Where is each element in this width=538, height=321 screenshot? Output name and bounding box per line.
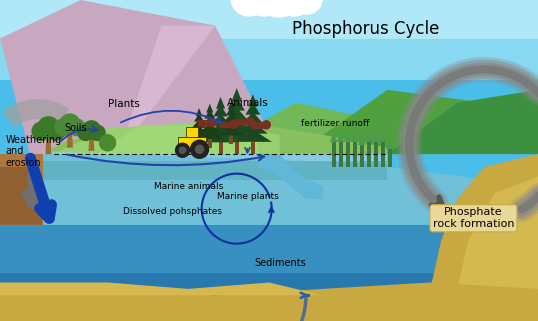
Polygon shape [202,131,239,143]
Polygon shape [218,143,223,154]
Circle shape [262,121,270,129]
Polygon shape [358,141,365,149]
Polygon shape [387,90,538,154]
Polygon shape [365,137,372,145]
Polygon shape [345,152,350,167]
Polygon shape [197,120,213,126]
Polygon shape [0,0,538,39]
Polygon shape [331,149,336,167]
Text: Sediments: Sediments [254,258,306,268]
Polygon shape [0,282,538,321]
Polygon shape [2,99,69,127]
Polygon shape [229,135,233,144]
Polygon shape [216,127,258,141]
Circle shape [179,147,186,153]
Polygon shape [0,225,538,273]
Circle shape [60,114,80,134]
Text: Phosphorus Cycle: Phosphorus Cycle [292,20,440,38]
Text: Dissolved pohsphates: Dissolved pohsphates [123,207,222,216]
Text: Weathering
and
erosion: Weathering and erosion [5,135,62,168]
Polygon shape [330,141,337,149]
Text: Animals: Animals [226,98,268,108]
Polygon shape [379,134,387,142]
Polygon shape [221,120,242,129]
Circle shape [231,0,267,16]
Polygon shape [0,122,387,154]
Polygon shape [194,113,204,122]
Circle shape [230,120,238,128]
Polygon shape [43,160,387,180]
Polygon shape [206,123,235,134]
Circle shape [254,0,304,17]
Polygon shape [223,113,239,122]
Polygon shape [387,142,392,167]
Polygon shape [373,149,378,167]
Polygon shape [178,137,206,149]
Polygon shape [118,26,215,154]
Polygon shape [231,88,242,101]
Circle shape [246,117,254,126]
Polygon shape [204,103,457,154]
Circle shape [78,125,93,141]
Text: Soils: Soils [64,123,87,133]
Polygon shape [0,154,538,225]
Polygon shape [380,142,385,167]
Polygon shape [351,134,358,142]
Polygon shape [208,139,212,148]
Polygon shape [43,151,387,164]
Polygon shape [67,132,73,148]
Polygon shape [196,108,202,116]
Polygon shape [214,105,228,117]
Circle shape [38,117,59,138]
Polygon shape [88,137,95,151]
Circle shape [82,121,101,139]
Polygon shape [344,144,351,152]
Circle shape [175,143,189,157]
Text: Plants: Plants [108,99,140,109]
Polygon shape [337,134,344,142]
Circle shape [90,125,105,141]
Polygon shape [186,127,197,137]
Circle shape [195,145,203,153]
Polygon shape [352,142,357,167]
Polygon shape [229,97,245,110]
Polygon shape [45,136,52,154]
Polygon shape [197,140,201,148]
Polygon shape [199,124,221,133]
Polygon shape [187,132,211,140]
Polygon shape [0,282,323,295]
Polygon shape [430,154,538,321]
Polygon shape [217,126,245,135]
Polygon shape [54,122,280,154]
Polygon shape [225,108,249,121]
Polygon shape [204,110,215,119]
Polygon shape [366,145,371,167]
Text: Marine plants: Marine plants [217,192,278,201]
Polygon shape [219,121,234,128]
Polygon shape [189,126,209,134]
Circle shape [208,118,216,126]
Circle shape [68,119,85,135]
Polygon shape [248,94,258,107]
Polygon shape [97,125,258,154]
Circle shape [46,122,65,140]
Polygon shape [234,130,272,142]
Polygon shape [196,130,224,139]
Circle shape [292,0,322,14]
Text: Marine animals: Marine animals [154,182,223,191]
Polygon shape [372,141,380,149]
Circle shape [242,0,286,16]
Polygon shape [210,114,231,126]
Polygon shape [0,0,280,154]
Polygon shape [228,100,235,109]
Circle shape [274,0,314,16]
Polygon shape [0,154,54,225]
Polygon shape [258,154,323,199]
Circle shape [100,135,116,151]
Polygon shape [235,141,239,154]
Polygon shape [238,121,268,134]
Polygon shape [242,112,264,124]
Circle shape [32,122,51,140]
Text: fertilizer runoff: fertilizer runoff [301,119,370,128]
